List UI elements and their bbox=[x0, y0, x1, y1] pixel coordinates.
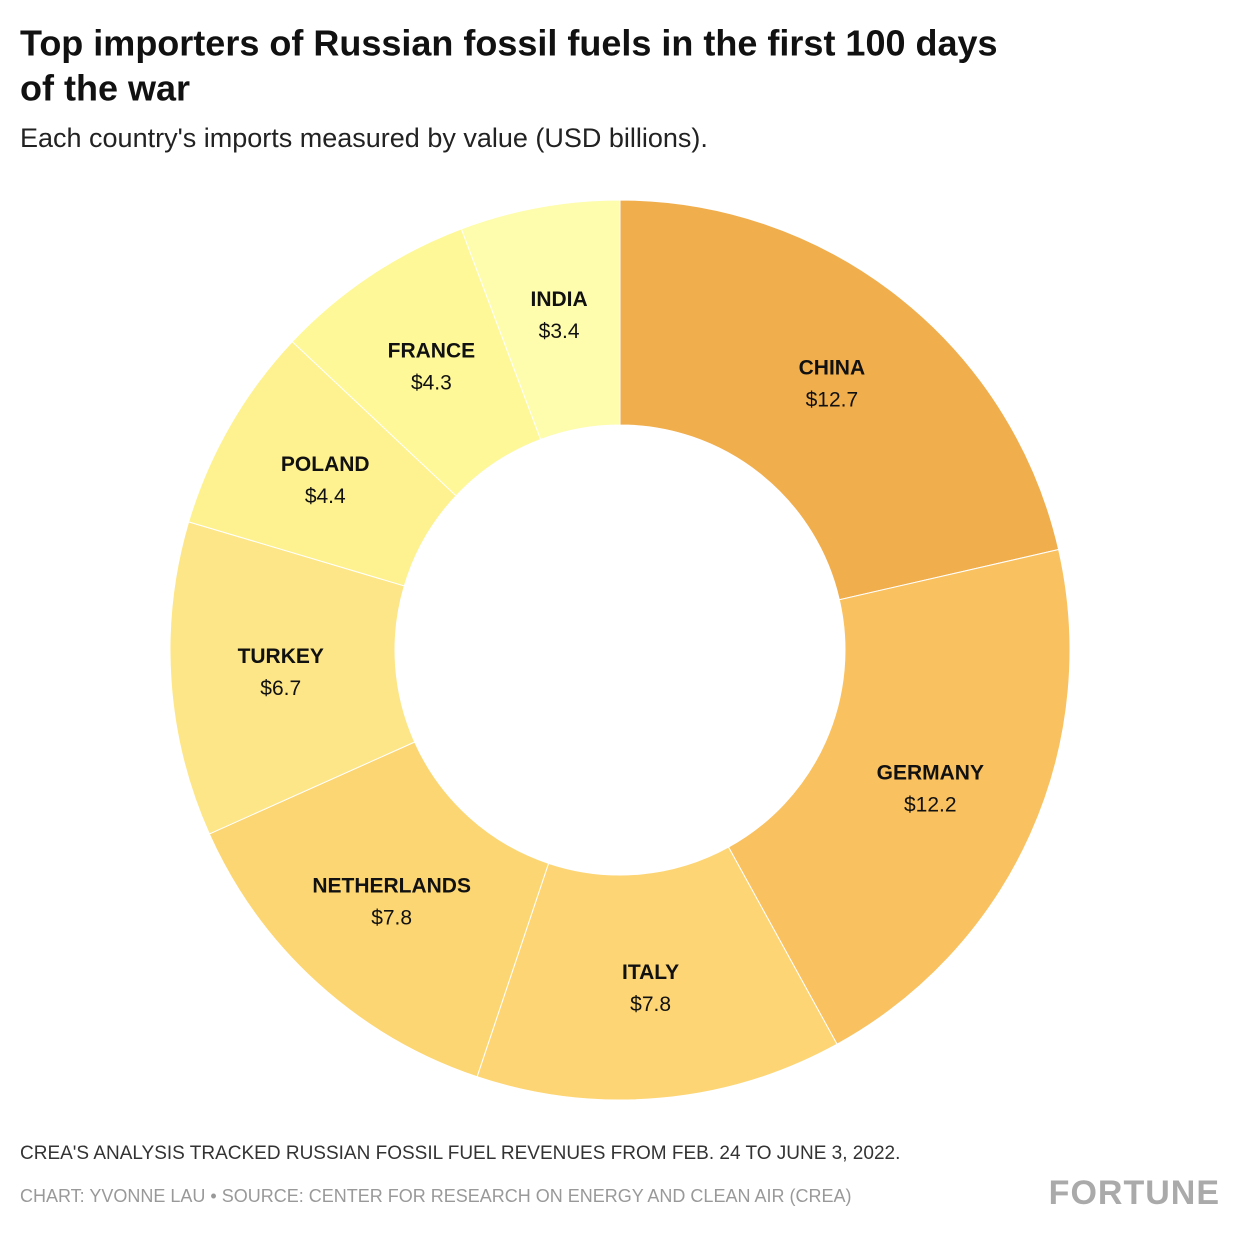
slice-label: CHINA bbox=[799, 357, 866, 380]
value-label: $12.2 bbox=[904, 794, 957, 817]
value-label: $12.7 bbox=[806, 389, 859, 412]
slice-label: POLAND bbox=[281, 453, 370, 476]
value-label: $4.4 bbox=[305, 485, 346, 508]
chart-title: of the war bbox=[20, 68, 190, 109]
chart-title: Top importers of Russian fossil fuels in… bbox=[20, 23, 998, 64]
slice-label: ITALY bbox=[622, 961, 679, 984]
slice bbox=[619, 199, 1060, 601]
value-label: $3.4 bbox=[539, 320, 580, 343]
chart-subtitle: Each country's imports measured by value… bbox=[20, 123, 708, 153]
slice bbox=[169, 521, 416, 835]
slice bbox=[727, 548, 1071, 1045]
slice-label: NETHERLANDS bbox=[312, 874, 471, 897]
logo: FORTUNE bbox=[1049, 1174, 1220, 1212]
value-label: $7.8 bbox=[371, 906, 412, 929]
slice-label: GERMANY bbox=[877, 762, 984, 785]
slice bbox=[208, 741, 550, 1078]
value-label: $6.7 bbox=[260, 677, 301, 700]
slice-label: TURKEY bbox=[238, 645, 324, 668]
slice bbox=[460, 199, 621, 441]
note: CREA'S ANALYSIS TRACKED RUSSIAN FOSSIL F… bbox=[20, 1143, 900, 1164]
slice-label: INDIA bbox=[531, 288, 588, 311]
value-label: $7.8 bbox=[630, 993, 671, 1016]
value-label: $4.3 bbox=[411, 372, 452, 395]
slice bbox=[476, 846, 838, 1101]
slice-label: FRANCE bbox=[388, 340, 476, 363]
source: CHART: YVONNE LAU • SOURCE: CENTER FOR R… bbox=[20, 1186, 851, 1206]
